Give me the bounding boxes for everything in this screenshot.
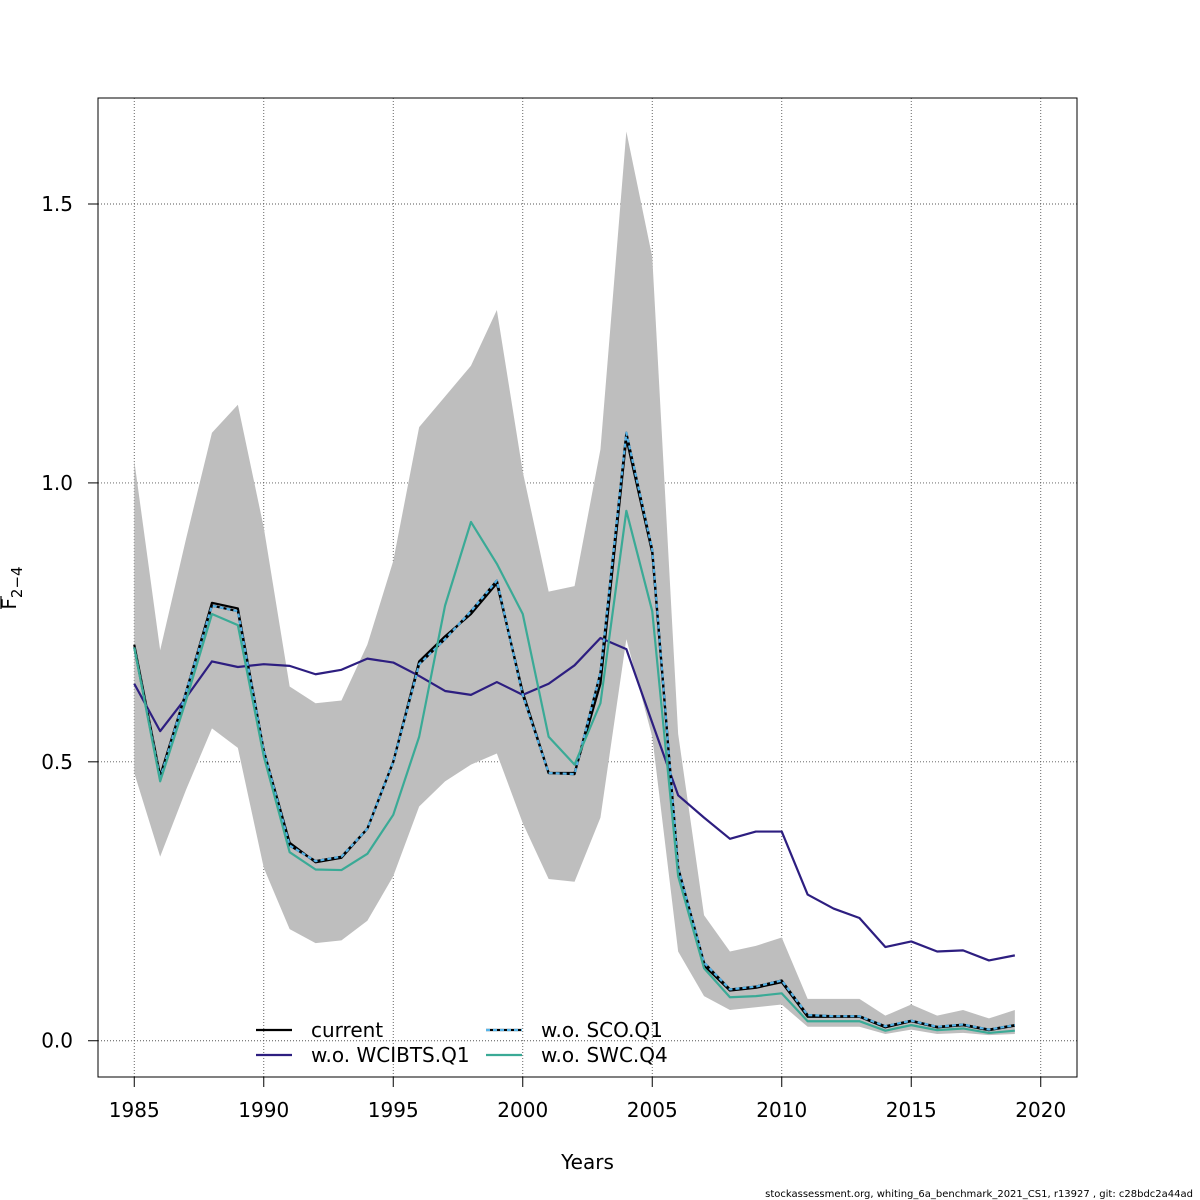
y-tick-label: 0.0 — [41, 1029, 73, 1053]
x-tick-label: 2010 — [756, 1098, 807, 1122]
x-tick-label: 1995 — [368, 1098, 419, 1122]
legend-label: current — [311, 1018, 383, 1042]
legend-label: w.o. SWC.Q4 — [541, 1043, 668, 1067]
y-tick-label: 1.5 — [41, 192, 73, 216]
x-axis: 1985 1990 1995 2000 2005 2010 2015 2020 — [109, 1076, 1066, 1122]
y-tick-label: 0.5 — [41, 750, 73, 774]
x-tick-label: 1990 — [238, 1098, 289, 1122]
y-axis-title-main: F — [0, 598, 21, 610]
x-tick-label: 2015 — [886, 1098, 937, 1122]
x-tick-label: 2005 — [627, 1098, 678, 1122]
y-tick-label: 1.0 — [41, 471, 73, 495]
footer-credit: stockassessment.org, whiting_6a_benchmar… — [765, 1189, 1193, 1200]
svg-text:F2−4: F2−4 — [0, 566, 26, 609]
y-axis: 0.0 0.5 1.0 1.5 — [41, 192, 98, 1053]
x-tick-label: 2020 — [1015, 1098, 1066, 1122]
y-axis-title-sub: 2−4 — [8, 566, 26, 598]
legend-label: w.o. WCIBTS.Q1 — [311, 1043, 470, 1067]
x-axis-title: Years — [560, 1150, 614, 1174]
x-tick-label: 2000 — [497, 1098, 548, 1122]
x-tick-label: 1985 — [109, 1098, 160, 1122]
confidence-band — [134, 131, 1015, 1036]
series-line-2 — [133, 431, 1016, 1031]
series-lines — [133, 431, 1016, 1035]
legend-label: w.o. SCO.Q1 — [541, 1018, 663, 1042]
y-axis-title: F2−4 — [0, 566, 26, 609]
